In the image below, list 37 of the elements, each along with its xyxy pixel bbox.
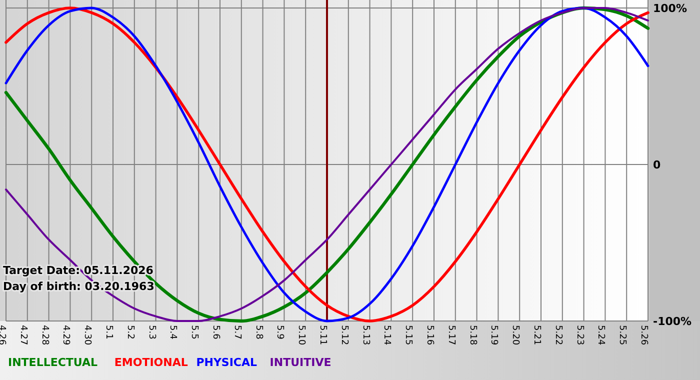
x-tick-label: 5.8 bbox=[253, 325, 264, 340]
text: INTUITIVE bbox=[270, 356, 332, 369]
x-tick-label: 5.10 bbox=[296, 325, 306, 346]
x-tick-label: 5.23 bbox=[574, 325, 584, 346]
x-tick-label: 5.24 bbox=[596, 325, 606, 346]
x-tick-label: 5.21 bbox=[532, 325, 542, 346]
x-tick-label: 5.19 bbox=[488, 325, 499, 346]
x-tick-label: 5.2 bbox=[124, 325, 135, 340]
y-tick-label: 100% bbox=[653, 2, 687, 15]
x-tick-label: 4.30 bbox=[82, 325, 92, 346]
x-tick-label: 5.1 bbox=[104, 325, 114, 340]
x-tick-label: 5.4 bbox=[168, 325, 178, 340]
x-tick-label: 5.20 bbox=[510, 325, 520, 346]
y-tick-label: 0 bbox=[653, 158, 661, 172]
x-tick-label: 5.15 bbox=[403, 325, 414, 346]
x-tick-label: 5.7 bbox=[232, 325, 242, 340]
text: INTELLECTUAL bbox=[8, 356, 98, 369]
x-tick-label: 5.6 bbox=[210, 325, 221, 340]
x-tick-label: 5.11 bbox=[318, 325, 328, 346]
x-tick-label: 5.26 bbox=[638, 325, 649, 346]
x-tick-label: 5.18 bbox=[467, 325, 478, 346]
x-tick-label: 5.9 bbox=[274, 325, 285, 340]
x-tick-label: 5.5 bbox=[189, 325, 200, 340]
x-tick-label: 5.3 bbox=[146, 325, 156, 340]
x-tick-label: 4.27 bbox=[18, 325, 28, 346]
x-tick-label: 4.29 bbox=[60, 325, 71, 346]
x-tick-label: 5.13 bbox=[360, 325, 370, 346]
text: EMOTIONAL bbox=[114, 356, 188, 369]
x-tick-label: 5.25 bbox=[617, 325, 628, 346]
x-tick-label: 5.14 bbox=[382, 325, 392, 346]
x-tick-label: 4.28 bbox=[39, 325, 50, 346]
x-tick-label: 5.16 bbox=[424, 325, 435, 346]
y-tick-label: -100% bbox=[653, 314, 692, 328]
x-tick-label: 5.12 bbox=[338, 325, 349, 346]
text: PHYSICAL bbox=[196, 356, 258, 369]
x-tick-label: 5.22 bbox=[552, 325, 563, 346]
x-tick-label: 5.17 bbox=[446, 325, 456, 346]
